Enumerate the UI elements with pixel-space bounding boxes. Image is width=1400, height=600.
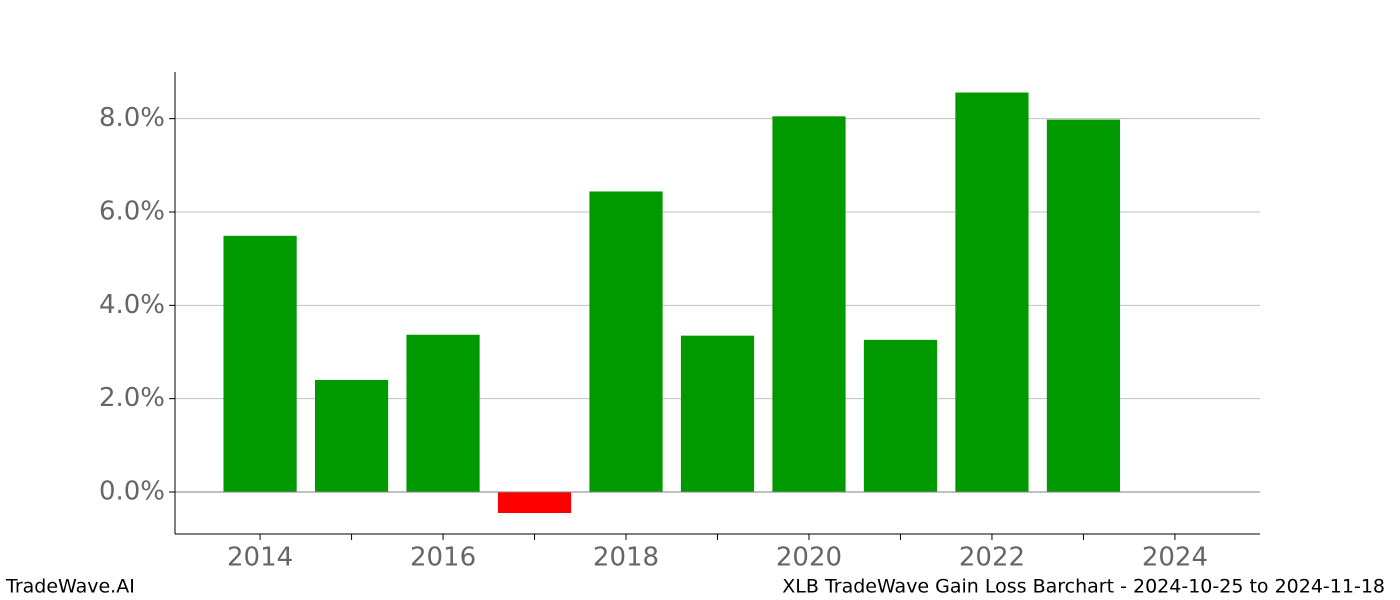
footer-left: TradeWave.AI bbox=[5, 576, 135, 598]
footer-right: XLB TradeWave Gain Loss Barchart - 2024-… bbox=[782, 576, 1385, 598]
y-tick-label: 4.0% bbox=[99, 290, 165, 320]
y-tick-label: 0.0% bbox=[99, 477, 165, 507]
x-tick-label: 2018 bbox=[593, 543, 659, 573]
x-tick-label: 2020 bbox=[776, 543, 842, 573]
bar bbox=[497, 492, 572, 513]
bar bbox=[223, 235, 297, 493]
x-tick-label: 2022 bbox=[959, 543, 1025, 573]
y-tick-label: 8.0% bbox=[99, 103, 165, 133]
bar bbox=[680, 335, 755, 492]
bar bbox=[863, 339, 938, 492]
bar bbox=[406, 334, 480, 492]
bar bbox=[772, 116, 846, 492]
bar bbox=[1046, 119, 1121, 492]
bar bbox=[589, 191, 663, 492]
y-tick-label: 2.0% bbox=[99, 383, 165, 413]
x-tick-label: 2016 bbox=[410, 543, 476, 573]
bar bbox=[955, 92, 1029, 493]
x-tick-label: 2014 bbox=[227, 543, 293, 573]
x-tick-label: 2024 bbox=[1142, 543, 1208, 573]
y-tick-label: 6.0% bbox=[99, 197, 165, 227]
bar bbox=[314, 380, 389, 492]
